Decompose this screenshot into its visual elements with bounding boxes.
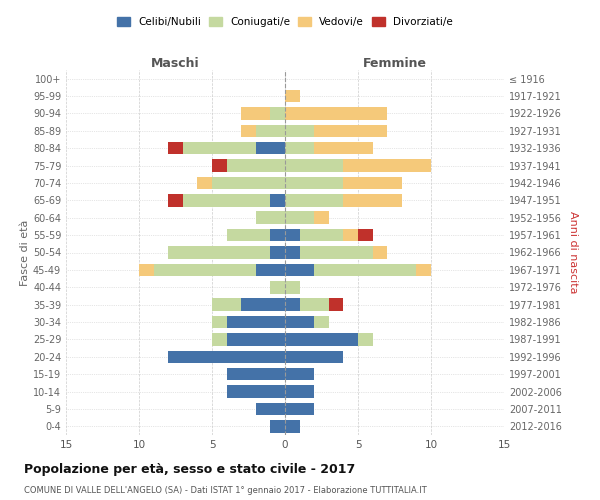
Bar bbox=[358, 333, 373, 345]
Legend: Celibi/Nubili, Coniugati/e, Vedovi/e, Divorziati/e: Celibi/Nubili, Coniugati/e, Vedovi/e, Di… bbox=[117, 17, 453, 27]
Bar bbox=[343, 229, 358, 241]
Bar bbox=[373, 246, 387, 259]
Bar bbox=[256, 124, 285, 137]
Bar bbox=[241, 298, 285, 311]
Bar bbox=[285, 194, 343, 206]
Bar bbox=[285, 160, 343, 172]
Bar bbox=[271, 281, 285, 293]
Bar bbox=[227, 368, 285, 380]
Bar bbox=[271, 246, 285, 259]
Bar bbox=[285, 264, 314, 276]
Bar bbox=[314, 142, 373, 154]
Bar bbox=[168, 194, 183, 206]
Bar bbox=[416, 264, 431, 276]
Bar bbox=[285, 107, 387, 120]
Bar bbox=[271, 194, 285, 206]
Bar bbox=[168, 246, 271, 259]
Bar bbox=[285, 142, 314, 154]
Bar bbox=[183, 142, 256, 154]
Bar bbox=[271, 229, 285, 241]
Bar bbox=[139, 264, 154, 276]
Bar bbox=[256, 402, 285, 415]
Bar bbox=[285, 90, 299, 102]
Bar bbox=[329, 298, 343, 311]
Bar bbox=[227, 229, 271, 241]
Bar bbox=[271, 107, 285, 120]
Bar bbox=[168, 350, 285, 363]
Bar bbox=[299, 298, 329, 311]
Bar bbox=[314, 264, 416, 276]
Bar bbox=[168, 142, 183, 154]
Bar bbox=[358, 229, 373, 241]
Bar bbox=[183, 194, 271, 206]
Bar bbox=[314, 212, 329, 224]
Text: Maschi: Maschi bbox=[151, 56, 200, 70]
Bar bbox=[256, 264, 285, 276]
Bar bbox=[299, 246, 373, 259]
Bar bbox=[212, 298, 241, 311]
Bar bbox=[285, 386, 314, 398]
Bar bbox=[285, 368, 314, 380]
Bar bbox=[285, 298, 299, 311]
Bar bbox=[241, 124, 256, 137]
Bar bbox=[285, 229, 299, 241]
Bar bbox=[343, 160, 431, 172]
Bar bbox=[285, 316, 314, 328]
Bar bbox=[285, 350, 343, 363]
Bar bbox=[285, 176, 343, 189]
Bar bbox=[314, 316, 329, 328]
Bar bbox=[212, 160, 227, 172]
Bar bbox=[299, 229, 343, 241]
Bar bbox=[314, 124, 387, 137]
Bar bbox=[241, 107, 271, 120]
Bar bbox=[271, 420, 285, 432]
Bar bbox=[212, 176, 285, 189]
Bar bbox=[227, 386, 285, 398]
Bar bbox=[212, 316, 227, 328]
Bar bbox=[227, 333, 285, 345]
Bar bbox=[285, 124, 314, 137]
Text: COMUNE DI VALLE DELL'ANGELO (SA) - Dati ISTAT 1° gennaio 2017 - Elaborazione TUT: COMUNE DI VALLE DELL'ANGELO (SA) - Dati … bbox=[24, 486, 427, 495]
Y-axis label: Anni di nascita: Anni di nascita bbox=[568, 211, 578, 294]
Text: Popolazione per età, sesso e stato civile - 2017: Popolazione per età, sesso e stato civil… bbox=[24, 462, 355, 475]
Bar bbox=[285, 281, 299, 293]
Bar bbox=[227, 316, 285, 328]
Bar bbox=[285, 212, 314, 224]
Y-axis label: Fasce di età: Fasce di età bbox=[20, 220, 30, 286]
Bar bbox=[285, 420, 299, 432]
Bar bbox=[154, 264, 256, 276]
Bar bbox=[285, 402, 314, 415]
Bar bbox=[227, 160, 285, 172]
Bar bbox=[212, 333, 227, 345]
Bar bbox=[343, 176, 402, 189]
Bar bbox=[285, 246, 299, 259]
Bar bbox=[197, 176, 212, 189]
Text: Femmine: Femmine bbox=[362, 56, 427, 70]
Bar bbox=[256, 142, 285, 154]
Bar bbox=[256, 212, 285, 224]
Bar bbox=[343, 194, 402, 206]
Bar bbox=[285, 333, 358, 345]
